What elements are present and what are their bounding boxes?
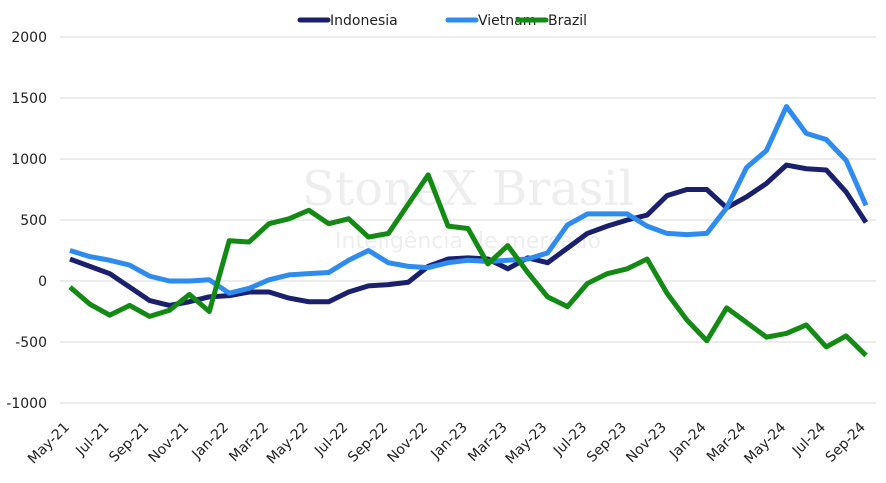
x-tick-label: May-21 [25,420,73,468]
x-tick-label: Nov-23 [623,420,670,467]
x-tick-label: Sep-21 [106,420,152,466]
x-tick-label: May-22 [264,420,312,468]
x-tick-label: Sep-23 [584,420,630,466]
x-tick-label: May-24 [741,419,789,467]
x-tick-label: Jan-24 [666,419,710,463]
y-tick-label: 500 [20,213,47,229]
y-tick-label: 0 [38,274,47,290]
legend-label: Indonesia [330,13,398,29]
x-tick-label: May-23 [503,420,551,468]
series-line [69,104,869,296]
y-tick-label: -1000 [6,396,47,412]
x-tick-label: Nov-21 [146,420,193,467]
y-tick-label: -500 [15,335,47,351]
y-tick-label: 1500 [11,91,47,107]
legend-label: Vietnam [478,13,536,29]
x-tick-label: Nov-22 [384,420,431,467]
y-tick-label: 1000 [11,152,47,168]
y-tick-label: 2000 [11,30,47,46]
legend-label: Brazil [548,13,587,29]
x-tick-label: Sep-24 [823,419,869,465]
series-line [68,172,868,358]
x-tick-label: Jan-22 [189,420,232,463]
watermark: StoneX Brasil [302,161,634,217]
x-tick-label: Jan-23 [427,420,470,463]
x-tick-label: Sep-22 [345,420,391,466]
